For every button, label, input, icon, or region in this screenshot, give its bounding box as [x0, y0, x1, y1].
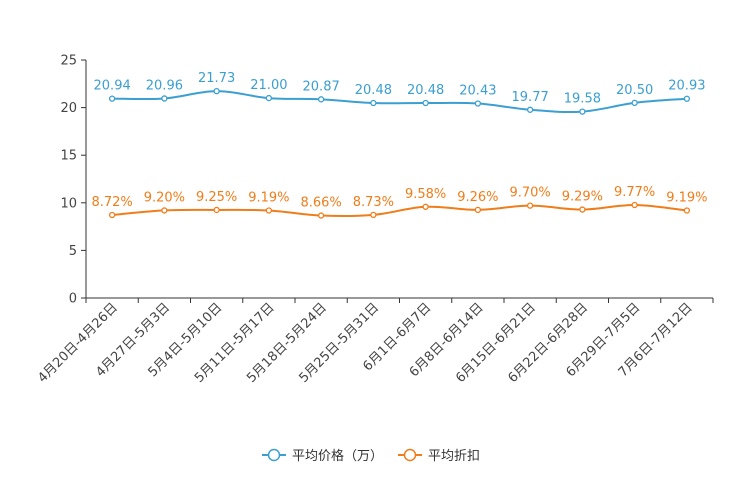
data-label: 9.20%	[144, 190, 185, 205]
data-point	[631, 99, 638, 106]
data-point	[108, 211, 116, 219]
data-point	[526, 202, 534, 209]
data-label: 20.94	[94, 79, 131, 94]
legend-label: 平均折扣	[428, 449, 480, 464]
data-label: 8.72%	[91, 195, 132, 210]
data-point	[317, 212, 325, 219]
series-line-1	[112, 90, 687, 114]
data-point	[213, 206, 220, 214]
data-point	[422, 203, 429, 210]
data-label: 20.87	[303, 79, 340, 94]
data-label: 21.73	[198, 71, 235, 86]
data-label: 20.48	[355, 83, 392, 98]
data-label: 8.73%	[353, 195, 394, 210]
legend-marker-icon	[267, 448, 281, 462]
data-point	[370, 99, 377, 107]
data-point	[579, 206, 586, 213]
y-tick-label: 10	[60, 196, 77, 211]
data-point	[683, 95, 691, 102]
y-tick-label: 0	[69, 292, 77, 307]
legend-item-2[interactable]: 平均折扣	[398, 448, 480, 464]
data-label: 20.93	[668, 79, 705, 94]
legend-label: 平均价格（万）	[292, 448, 383, 464]
data-point	[265, 207, 273, 214]
data-label: 8.66%	[300, 196, 341, 211]
data-label: 9.25%	[196, 190, 237, 205]
data-point	[317, 96, 325, 103]
legend[interactable]: 平均价格（万） 平均折扣	[262, 448, 480, 464]
data-label: 9.29%	[562, 190, 603, 205]
series-line-2	[112, 203, 687, 218]
data-point	[683, 207, 691, 214]
data-label: 9.77%	[614, 185, 655, 200]
y-tick-label: 20	[60, 101, 77, 116]
data-point	[161, 95, 168, 102]
data-point	[370, 211, 377, 219]
data-label: 19.77	[512, 90, 549, 105]
data-point	[579, 108, 586, 115]
y-tick-label: 15	[60, 149, 77, 164]
data-label: 21.00	[250, 78, 287, 93]
data-point	[474, 206, 482, 213]
data-label: 9.19%	[248, 191, 289, 206]
data-label: 19.58	[564, 92, 601, 107]
legend-item-1[interactable]: 平均价格（万）	[262, 448, 383, 464]
data-label: 9.19%	[666, 191, 707, 206]
data-point	[108, 95, 116, 102]
data-label: 9.26%	[457, 190, 498, 205]
data-point	[474, 100, 482, 107]
data-point	[265, 94, 273, 102]
series-layer	[108, 87, 691, 219]
data-point	[213, 87, 220, 95]
legend-marker-icon	[403, 448, 417, 462]
data-point	[422, 99, 429, 107]
data-label: 20.50	[616, 83, 653, 98]
data-label: 9.58%	[405, 187, 446, 202]
data-label: 20.43	[459, 84, 496, 99]
y-tick-label: 5	[69, 244, 77, 259]
data-point	[631, 201, 638, 209]
data-label: 20.96	[146, 78, 183, 93]
data-point	[526, 106, 534, 113]
data-label: 9.70%	[509, 186, 550, 201]
data-point	[161, 207, 168, 214]
data-label-layer: 20.94 20.96 21.73 21.00 20.87 20.48 20.48 20.43…	[91, 71, 707, 210]
data-label: 20.48	[407, 83, 444, 98]
y-tick-label: 25	[60, 54, 77, 69]
